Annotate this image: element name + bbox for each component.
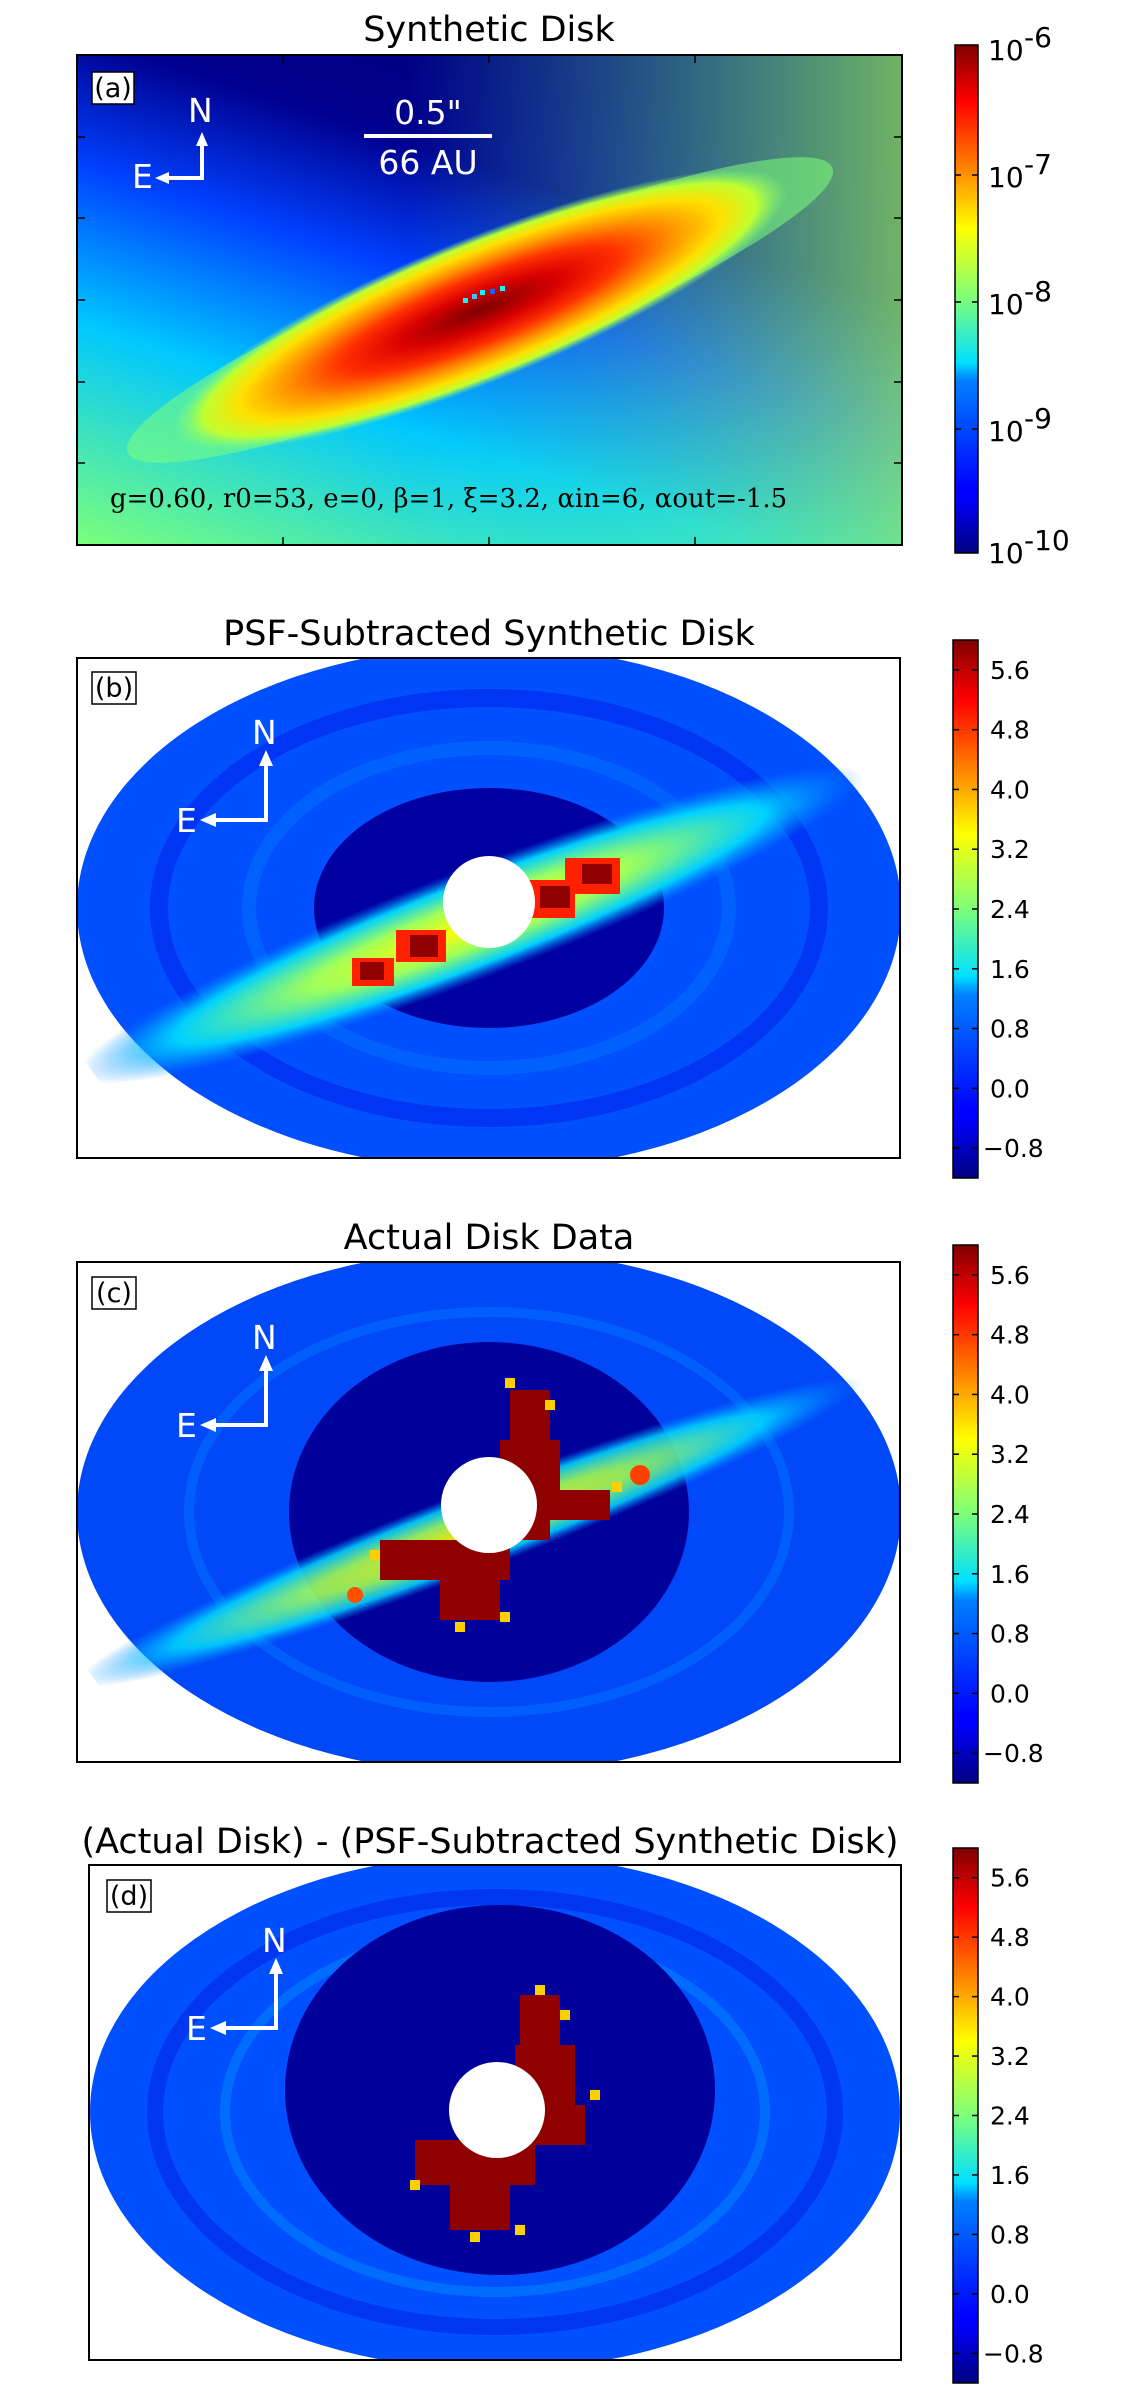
panel-d-frame xyxy=(88,1864,902,2361)
panel-a-colorbar: 10 -6 10 -7 10 -8 10 -9 10 -10 xyxy=(954,21,1070,570)
colorbar-tick-label: 5.6 xyxy=(990,1864,1030,1893)
east-arrow-icon xyxy=(200,813,216,827)
colorbar-tick-label: 3.2 xyxy=(990,835,1030,864)
colorbar-tick-label: 2.4 xyxy=(990,895,1030,924)
panel-c: Actual Disk Data xyxy=(76,1218,1044,1784)
colorbar-tick-label: 1.6 xyxy=(990,2161,1030,2190)
colorbar-tick-label: 3.2 xyxy=(990,2042,1030,2071)
colorbar-tick-label: −0.8 xyxy=(983,2339,1044,2368)
panel-d-image xyxy=(89,1865,901,2360)
colorbar-tick-1e-7: 10 -7 xyxy=(988,148,1052,194)
colorbar-tick-1e-6: 10 -6 xyxy=(988,21,1052,67)
panel-a: Synthetic Disk (a) N E xyxy=(76,10,1070,570)
panel-c-compass-east: E xyxy=(176,1406,197,1445)
colorbar-tick-1e-9: 10 -9 xyxy=(988,402,1052,448)
panel-a-title: Synthetic Disk xyxy=(363,10,615,50)
colorbar-tick-label: 1.6 xyxy=(990,955,1030,984)
panel-d-compass: N E xyxy=(186,1921,287,2048)
panel-c-label: (c) xyxy=(96,1278,132,1309)
colorbar-tick-label: 5.6 xyxy=(990,1261,1030,1290)
colorbar-tick-label: 4.8 xyxy=(990,716,1030,745)
colorbar-tick-label: 4.0 xyxy=(990,1380,1030,1409)
panel-c-colorbar: 5.6 4.8 4.0 3.2 2.4 1.6 0.8 0.0 −0.8 xyxy=(952,1244,1044,1784)
panel-b-compass-east: E xyxy=(176,801,197,840)
panel-a-compass: N E xyxy=(132,91,213,196)
panel-b-frame xyxy=(76,657,901,1159)
panel-a-ticks xyxy=(77,55,902,545)
panel-b-label-box xyxy=(91,671,137,705)
colorbar-tick-label: 0.8 xyxy=(990,1620,1030,1649)
colorbar-tick-label: 0.8 xyxy=(990,2220,1030,2249)
panel-c-image xyxy=(77,1262,900,1762)
panel-c-colorbar-ticks: 5.6 4.8 4.0 3.2 2.4 1.6 0.8 0.0 −0.8 xyxy=(953,1261,1044,1768)
svg-text:10: 10 xyxy=(988,288,1024,321)
svg-text:10: 10 xyxy=(988,161,1024,194)
panel-c-compass: N E xyxy=(176,1318,277,1445)
scale-bar-physical: 66 AU xyxy=(378,143,477,182)
svg-text:10: 10 xyxy=(988,34,1024,67)
panel-a-parameters: g=0.60, r0=53, e=0, β=1, ξ=3.2, αin=6, α… xyxy=(110,484,787,514)
panel-a-compass-east: E xyxy=(132,157,153,196)
panel-b-title: PSF-Subtracted Synthetic Disk xyxy=(223,614,755,654)
north-arrow-icon xyxy=(259,1355,273,1371)
colorbar-tick-label: 0.8 xyxy=(990,1015,1030,1044)
panel-a-scale-bar: 0.5" 66 AU xyxy=(364,93,492,182)
panel-c-title: Actual Disk Data xyxy=(344,1218,635,1258)
colorbar-tick-label: 4.0 xyxy=(990,1983,1030,2012)
panel-d-label-box xyxy=(106,1879,152,1913)
panel-d-compass-east: E xyxy=(186,2009,207,2048)
colorbar-tick-label: 4.8 xyxy=(990,1321,1030,1350)
colorbar-tick-1e-8: 10 -8 xyxy=(988,275,1052,321)
panel-d: (Actual Disk) - (PSF-Subtracted Syntheti… xyxy=(81,1822,1044,2384)
colorbar-tick-label: 1.6 xyxy=(990,1560,1030,1589)
north-arrow-icon xyxy=(269,1958,283,1974)
colorbar-tick-label: 4.8 xyxy=(990,1923,1030,1952)
panel-d-title: (Actual Disk) - (PSF-Subtracted Syntheti… xyxy=(81,1822,898,1862)
colorbar-tick-label: −0.8 xyxy=(983,1134,1044,1163)
colorbar-tick-label: 2.4 xyxy=(990,2102,1030,2131)
colorbar-tick-label: 4.0 xyxy=(990,775,1030,804)
colorbar-tick-1e-10: 10 -10 xyxy=(988,524,1070,570)
panel-b-label: (b) xyxy=(95,673,133,704)
east-arrow-icon xyxy=(200,1418,216,1432)
panel-b-compass-north: N xyxy=(252,713,277,752)
colorbar-tick-label: 2.4 xyxy=(990,1500,1030,1529)
svg-text:10: 10 xyxy=(988,415,1024,448)
panel-a-label: (a) xyxy=(94,73,132,104)
east-arrow-icon xyxy=(210,2021,226,2035)
north-arrow-icon xyxy=(196,132,208,146)
panel-d-label: (d) xyxy=(110,1881,148,1912)
panel-c-frame xyxy=(76,1261,901,1763)
colorbar-tick-label: 0.0 xyxy=(990,1074,1030,1103)
north-arrow-icon xyxy=(259,750,273,766)
svg-text:10: 10 xyxy=(988,537,1024,570)
panel-b-image xyxy=(77,658,900,1158)
svg-text:-9: -9 xyxy=(1024,402,1052,435)
panel-a-label-box xyxy=(91,71,135,105)
panel-c-label-box xyxy=(91,1276,137,1310)
panel-d-compass-north: N xyxy=(262,1921,287,1960)
panel-c-compass-north: N xyxy=(252,1318,277,1357)
scale-bar-angular: 0.5" xyxy=(394,93,462,132)
svg-text:-10: -10 xyxy=(1024,524,1070,557)
panel-b-compass: N E xyxy=(176,713,277,840)
svg-text:-6: -6 xyxy=(1024,21,1052,54)
colorbar-tick-label: 0.0 xyxy=(990,2280,1030,2309)
panel-d-colorbar-ticks: 5.6 4.8 4.0 3.2 2.4 1.6 0.8 0.0 −0.8 xyxy=(953,1864,1044,2368)
colorbar-tick-label: 0.0 xyxy=(990,1679,1030,1708)
svg-text:-7: -7 xyxy=(1024,148,1052,181)
svg-text:-8: -8 xyxy=(1024,275,1052,308)
panel-a-colorbar-bar xyxy=(954,44,979,554)
panel-b-colorbar: 5.6 4.8 4.0 3.2 2.4 1.6 0.8 0.0 −0.8 xyxy=(952,639,1044,1179)
colorbar-tick-label: −0.8 xyxy=(983,1739,1044,1768)
panel-b-colorbar-ticks: 5.6 4.8 4.0 3.2 2.4 1.6 0.8 0.0 −0.8 xyxy=(953,656,1044,1163)
east-arrow-icon xyxy=(155,172,169,184)
colorbar-tick-label: 5.6 xyxy=(990,656,1030,685)
panel-b: PSF-Subtracted Synthetic Disk (b) xyxy=(76,614,1044,1179)
panel-d-colorbar: 5.6 4.8 4.0 3.2 2.4 1.6 0.8 0.0 −0.8 xyxy=(952,1847,1044,2384)
colorbar-tick-label: 3.2 xyxy=(990,1440,1030,1469)
panel-a-compass-north: N xyxy=(188,91,213,130)
